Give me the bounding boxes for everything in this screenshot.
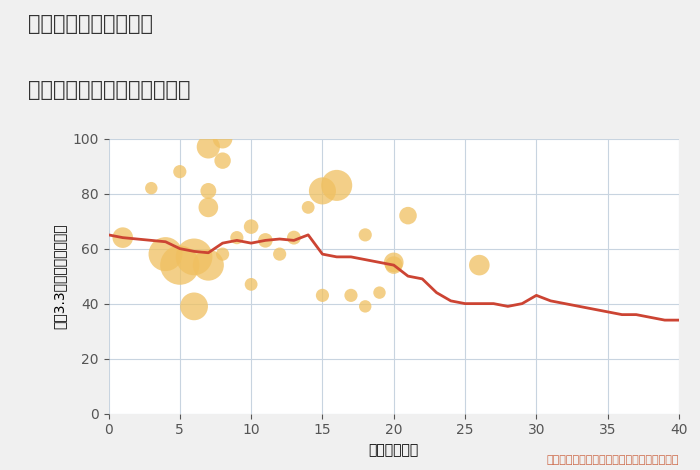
Text: 三重県松阪市小片野町: 三重県松阪市小片野町 (28, 14, 153, 34)
Point (117, 234, 128, 242)
X-axis label: 築年数（年）: 築年数（年） (369, 443, 419, 457)
Text: 円の大きさは、取引のあった物件面積を示す: 円の大きさは、取引のあった物件面積を示す (547, 455, 679, 465)
Point (217, 251, 228, 258)
Point (274, 251, 286, 258)
Point (188, 253, 199, 261)
Text: 築年数別中古マンション価格: 築年数別中古マンション価格 (28, 80, 190, 100)
Point (331, 181, 342, 189)
Point (260, 236, 271, 244)
Point (388, 258, 399, 266)
Point (203, 143, 214, 151)
Point (360, 303, 371, 310)
Point (402, 212, 414, 219)
Point (302, 204, 314, 211)
Point (203, 187, 214, 195)
Point (174, 168, 186, 175)
Point (217, 135, 228, 142)
Point (246, 223, 257, 230)
Point (360, 231, 371, 239)
Point (317, 291, 328, 299)
Point (345, 291, 356, 299)
Point (388, 261, 399, 269)
Point (174, 261, 186, 269)
Point (474, 261, 485, 269)
Point (160, 251, 172, 258)
Point (146, 184, 157, 192)
Point (374, 289, 385, 297)
Point (231, 234, 242, 242)
Point (203, 204, 214, 211)
Point (217, 157, 228, 164)
Y-axis label: 坪（3.3㎡）単価（万円）: 坪（3.3㎡）単価（万円） (52, 223, 66, 329)
Point (317, 187, 328, 195)
Point (288, 234, 300, 242)
Point (203, 261, 214, 269)
Point (188, 303, 199, 310)
Point (246, 281, 257, 288)
